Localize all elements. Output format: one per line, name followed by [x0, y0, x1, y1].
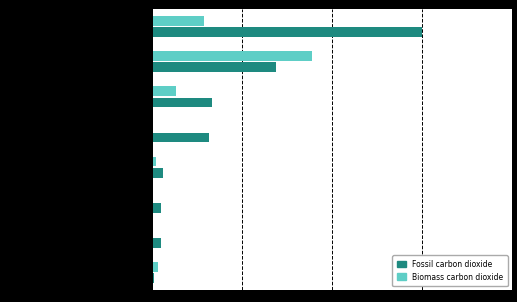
Legend: Fossil carbon dioxide, Biomass carbon dioxide: Fossil carbon dioxide, Biomass carbon di…: [392, 255, 508, 286]
Bar: [153, 27, 422, 37]
Bar: [153, 238, 161, 248]
Bar: [153, 273, 154, 283]
Bar: [153, 156, 156, 166]
Bar: [153, 16, 204, 26]
Bar: [153, 168, 163, 178]
Bar: [153, 63, 276, 72]
Bar: [153, 203, 161, 213]
Bar: [153, 98, 211, 107]
Bar: [153, 86, 176, 96]
Bar: [153, 133, 209, 143]
Bar: [153, 262, 158, 272]
Bar: [153, 51, 312, 61]
